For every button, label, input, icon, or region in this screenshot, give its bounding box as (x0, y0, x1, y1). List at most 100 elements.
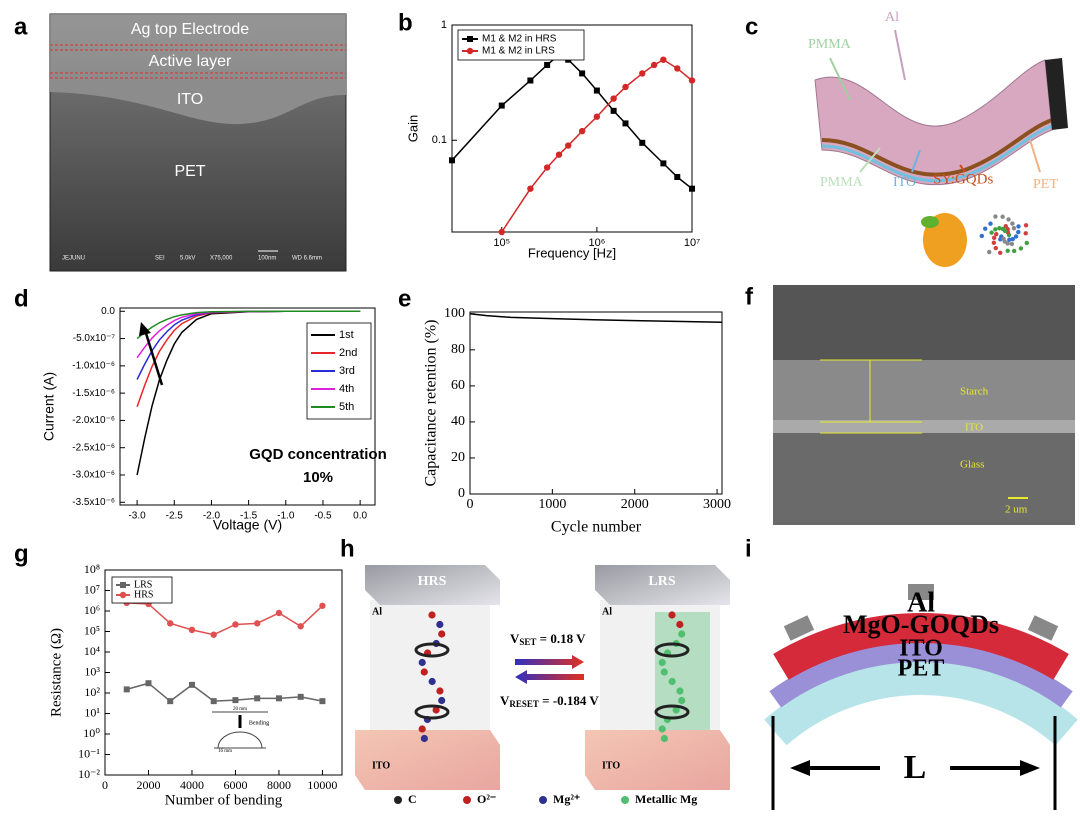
arrow (515, 655, 584, 669)
plot-frame (469, 311, 723, 495)
marker (674, 65, 681, 72)
atom (997, 226, 1002, 231)
decorations (139, 322, 268, 749)
ion (668, 611, 676, 619)
marker (119, 591, 127, 599)
x-tick-label: 10⁶ (588, 237, 605, 249)
atom (1016, 229, 1021, 235)
x-tick-label: 8000 (267, 778, 291, 792)
y-tick-label: 0.1 (432, 134, 447, 146)
marker (544, 61, 551, 68)
atom (993, 227, 998, 232)
layer-arc (773, 613, 1069, 680)
series-line (126, 682, 323, 703)
layer-label: Active layer (149, 53, 232, 70)
atom (1013, 234, 1019, 239)
legend-label: 2nd (339, 347, 357, 359)
atom (991, 235, 997, 241)
annotation: GQD concentration (249, 446, 387, 463)
atom (1009, 241, 1015, 247)
diagram-i: Al MgO-GOQDs ITO PET L (764, 584, 1078, 810)
ion (418, 725, 426, 733)
marker (527, 77, 534, 84)
marker (498, 228, 505, 236)
marker (210, 631, 217, 638)
atom (1007, 237, 1012, 242)
glass-layer (773, 433, 1075, 525)
al-slab (595, 565, 730, 605)
marker (689, 185, 695, 192)
y-tick-label: 10⁸ (84, 562, 100, 576)
marker (297, 693, 304, 700)
y-tick-label: 10⁴ (84, 644, 100, 658)
legend-label: 5th (339, 401, 354, 413)
label: Al (885, 10, 899, 25)
footer-text: X75,000 (210, 256, 233, 262)
seed-leaf (921, 216, 939, 228)
atom (1023, 223, 1029, 228)
marker (210, 698, 217, 705)
ion (658, 658, 666, 667)
marker (622, 83, 629, 91)
y-tick-label: 10⁶ (84, 603, 100, 617)
electrode-pad (908, 584, 934, 600)
ion (436, 687, 444, 695)
marker (449, 157, 455, 164)
y-tick-label: 1 (441, 19, 447, 31)
panel-label: f (745, 283, 754, 310)
atom (991, 240, 997, 245)
carbon-ring (414, 704, 450, 720)
diagram-h: HRS LRS Al ITO Al ITO VSET = 0.18 V VRES… (355, 565, 730, 806)
panel-label: c (745, 13, 758, 40)
layer-label: PET (174, 163, 205, 180)
marker (275, 609, 283, 617)
value: = 0.18 V (536, 631, 586, 646)
electrode-label: Al (372, 606, 382, 617)
electrode-label: Al (602, 606, 612, 617)
voltage-label: VSET = 0.18 V (510, 631, 586, 647)
layer-label: Starch (960, 386, 989, 398)
y-tick-label: 10⁻² (78, 767, 100, 781)
x-tick-label: -3.0 (128, 511, 146, 522)
atom (1011, 226, 1017, 231)
panel-label: d (14, 285, 29, 312)
marker (188, 681, 195, 688)
y-tick-label: -5.0x10⁻⁷ (73, 333, 116, 344)
marker (275, 695, 282, 702)
x-tick-label: 6000 (223, 778, 247, 792)
chart: -3.0 -2.5 -2.0 -1.5 -1.0 -0.5 0.0 0.0 -5.0x10⁻⁷ -… (41, 306, 387, 533)
layer-label: MgO-GOQDs (843, 610, 999, 639)
pointer (859, 147, 881, 173)
x-tick-label: -2.5 (166, 511, 184, 522)
y-tick-label: 10⁵ (84, 623, 100, 637)
marker (660, 160, 667, 167)
marker (688, 77, 696, 84)
atom (1002, 228, 1008, 234)
y-axis-label: Gain (405, 115, 420, 142)
electrode-pad (1027, 615, 1059, 641)
marker (319, 602, 326, 609)
annotation: 16 mm (218, 749, 232, 754)
atom (1010, 221, 1015, 226)
pointer (911, 149, 921, 173)
legend-dot (394, 796, 402, 804)
x-tick-label: 0.0 (353, 511, 367, 522)
series-line (136, 310, 361, 340)
electrode-label: ITO (372, 760, 390, 771)
marker (527, 185, 534, 192)
x-tick-label: 10000 (307, 778, 337, 792)
ion (438, 696, 446, 705)
label: PET (1033, 177, 1058, 192)
layer-arc (769, 642, 1073, 708)
ito-layer (773, 420, 1075, 433)
y-tick-label: 0 (458, 486, 465, 501)
legend-dot (621, 796, 629, 804)
length-label: L (904, 749, 927, 786)
y-tick-label: 10¹ (84, 705, 100, 719)
symbol: V (500, 693, 510, 708)
layer-label: PET (898, 656, 945, 682)
annotation: 20 mm (233, 707, 247, 712)
marker (498, 102, 505, 109)
legend-dot (539, 796, 547, 804)
series-line (451, 54, 693, 190)
